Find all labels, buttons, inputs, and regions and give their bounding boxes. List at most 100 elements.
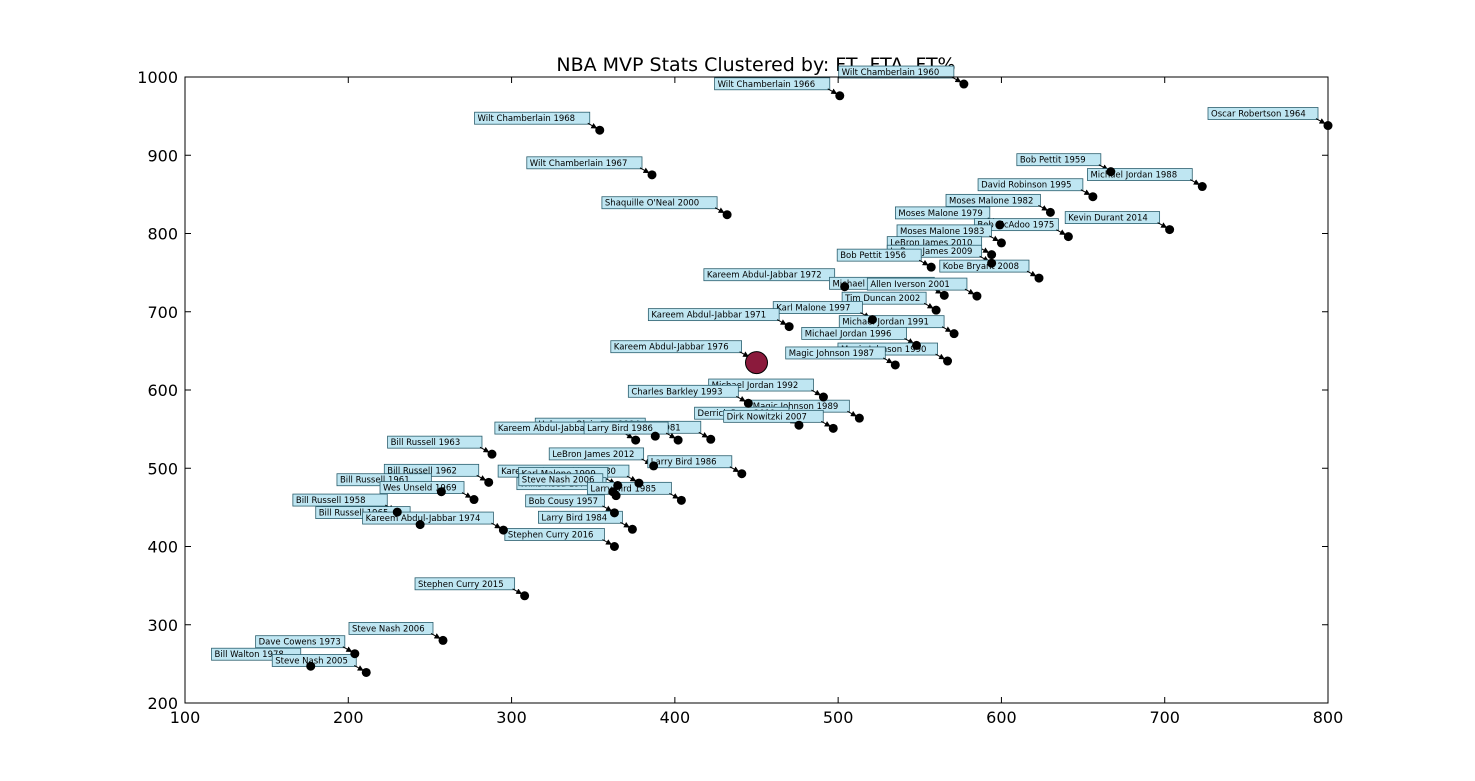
point-annotation: Bill Russell 1963 (387, 435, 490, 453)
point-annotation: Karl Malone 1997 (772, 301, 870, 319)
point-annotation: David Robinson 1995 (977, 178, 1091, 196)
data-point (438, 635, 448, 645)
data-point (931, 305, 941, 315)
point-annotation: Steve Nash 2005 (271, 654, 364, 671)
point-annotation: Wilt Chamberlain 1968 (474, 111, 598, 129)
point-label: Stephen Curry 2016 (508, 531, 594, 541)
y-tick-label: 800 (147, 225, 178, 244)
point-label: Larry Bird 1986 (651, 458, 717, 468)
label-arrow (1038, 204, 1048, 211)
label-box (474, 111, 591, 125)
label-arrow (729, 466, 740, 473)
label-arrow (698, 431, 709, 438)
label-box (538, 510, 623, 524)
label-box (647, 308, 780, 322)
data-point (1197, 182, 1207, 192)
label-box (526, 156, 643, 170)
point-annotation: Kareem Abdul-Jabbar 1976 (610, 340, 750, 358)
point-label: LeBron James 2010 (890, 239, 972, 249)
data-point (828, 423, 838, 433)
point-annotation: Kevin Durant 2014 (1064, 211, 1168, 229)
point-annotation: Moses Malone 1983 (896, 224, 999, 242)
point-label: Magic Johnson 1987 (789, 349, 875, 359)
label-box (601, 196, 718, 210)
point-label: Wilt Chamberlain 1960 (842, 68, 940, 78)
x-tick-label: 500 (823, 708, 854, 727)
point-label: Larry Bird 1984 (541, 513, 607, 523)
point-annotation: Wilt Chamberlain 1966 (714, 77, 838, 95)
data-point (943, 356, 953, 366)
point-label: Kareem Abdul-Jabbar 1974 (366, 514, 481, 524)
data-point (415, 520, 425, 530)
data-point (939, 290, 949, 300)
label-arrow (512, 588, 523, 595)
label-arrow (847, 410, 857, 417)
label-box (647, 455, 733, 469)
label-arrow (827, 88, 838, 95)
point-label: Steve Nash 2005 (275, 656, 348, 666)
label-arrow (491, 522, 501, 529)
point-label: Magic Johnson 1989 (753, 402, 839, 412)
point-label: Bill Walton 1978 (215, 650, 284, 660)
point-label: Moses Malone 1983 (900, 227, 984, 237)
y-tick-label: 200 (147, 694, 178, 713)
label-box (838, 65, 955, 79)
label-arrow (1056, 229, 1066, 236)
data-point (1165, 225, 1175, 235)
point-label: David Robinson 1995 (981, 181, 1071, 191)
label-arrow (1190, 179, 1200, 185)
data-point (634, 478, 644, 488)
cluster-centroid (745, 351, 768, 375)
data-point (676, 495, 686, 505)
point-annotation: Michael Jordan 1996 (801, 326, 915, 344)
data-point (1034, 273, 1044, 283)
label-arrow (602, 505, 612, 512)
data-point (613, 480, 623, 490)
label-arrow (620, 521, 630, 528)
data-point (487, 449, 497, 459)
label-arrow (941, 326, 952, 333)
point-annotation: Larry Bird 1984 (538, 510, 630, 528)
point-label: Charles Barkley 1993 (631, 387, 722, 397)
label-box (836, 248, 922, 262)
point-label: Kareem Abdul-Jabbar 1972 (707, 271, 822, 281)
data-point (350, 649, 360, 659)
label-box (801, 326, 907, 340)
point-label: Larry Bird 1985 (590, 484, 656, 494)
point-label: Michael Jordan 1996 (805, 329, 892, 339)
point-label: Bill Russell 1963 (391, 438, 461, 448)
label-arrow (923, 302, 934, 309)
data-point (987, 258, 997, 268)
label-box (292, 493, 388, 507)
point-label: Wilt Chamberlain 1967 (530, 159, 628, 169)
points-layer (306, 79, 1333, 677)
label-arrow (739, 351, 750, 358)
label-box (610, 340, 743, 354)
data-point (912, 340, 922, 350)
point-annotation: Stephen Curry 2015 (414, 577, 523, 595)
axes: 100 200 300 400 500 600 700 8002003004005006007… (137, 68, 1343, 727)
label-box (518, 473, 604, 487)
x-tick-label: 200 (333, 708, 364, 727)
label-arrow (904, 337, 915, 344)
label-box (387, 435, 483, 449)
data-point (1063, 232, 1073, 242)
label-box (939, 259, 1030, 273)
point-label: LeBron James 2012 (552, 450, 634, 460)
point-label: Moses Malone 1982 (949, 196, 1033, 206)
data-point (498, 525, 508, 535)
data-point (890, 360, 900, 370)
label-arrow (665, 432, 676, 439)
data-point (818, 392, 828, 402)
label-arrow (587, 122, 598, 129)
data-point (484, 477, 494, 487)
point-label: Bob Pettit 1956 (840, 251, 906, 261)
point-label: Wilt Chamberlain 1968 (478, 114, 576, 124)
point-label: Kevin Durant 2014 (1068, 214, 1148, 224)
data-point (649, 461, 659, 471)
data-point (392, 507, 402, 517)
annotations-layer: Wilt Chamberlain 1960 Wilt Chamberlain 19… (211, 65, 1326, 671)
point-label: Michael Jordan 1988 (1090, 171, 1177, 181)
label-box (504, 528, 605, 541)
